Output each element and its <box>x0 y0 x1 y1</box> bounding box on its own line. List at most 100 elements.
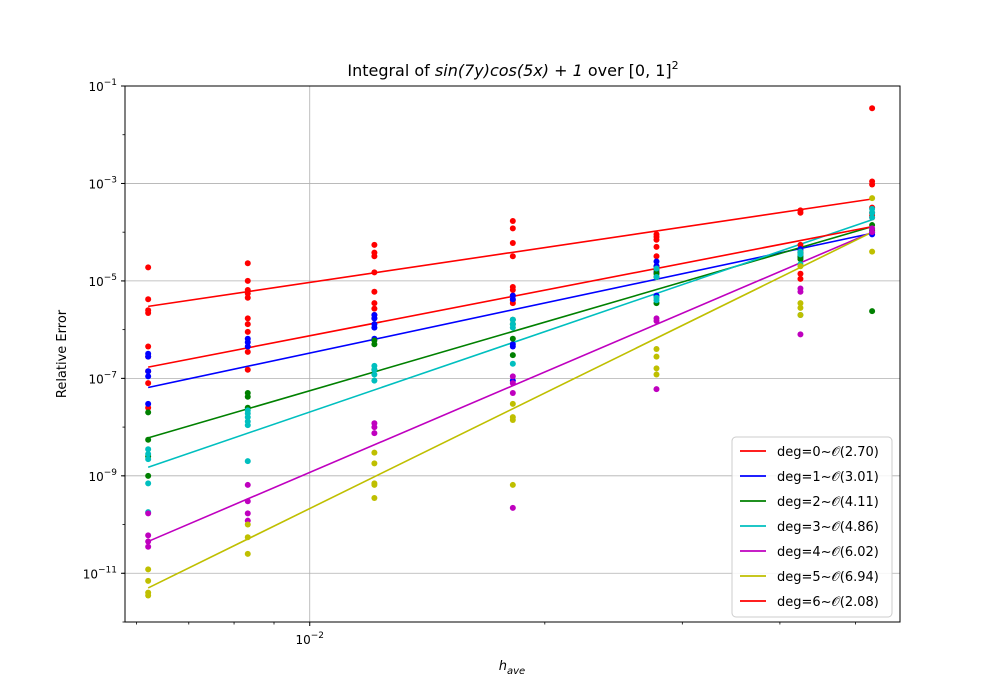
data-point <box>653 265 660 272</box>
data-point <box>653 253 660 260</box>
data-point <box>371 241 378 248</box>
data-point <box>509 225 516 232</box>
data-point <box>244 328 251 335</box>
legend-label: deg=2~𝒪(4.11) <box>777 495 879 510</box>
data-point <box>145 480 152 487</box>
y-tick-label: 10−5 <box>88 273 117 289</box>
data-point <box>869 181 876 188</box>
data-point <box>244 534 251 541</box>
fit-line-deg-2 <box>147 225 873 439</box>
data-point <box>145 543 152 550</box>
data-point <box>797 241 804 248</box>
data-point <box>145 451 152 458</box>
data-point <box>145 566 152 573</box>
data-point <box>371 460 378 467</box>
data-point <box>145 400 152 407</box>
data-point <box>509 352 516 359</box>
data-point <box>653 274 660 281</box>
data-point <box>869 229 876 236</box>
data-point <box>653 318 660 325</box>
data-point <box>371 315 378 322</box>
x-tick-label: 10−2 <box>295 631 324 647</box>
data-point <box>869 105 876 112</box>
data-point <box>371 269 378 276</box>
legend: deg=0~𝒪(2.70) deg=1~𝒪(3.01) deg=2~𝒪(4.11) d… <box>731 436 893 618</box>
data-point <box>244 294 251 301</box>
legend-label: deg=5~𝒪(6.94) <box>777 570 879 585</box>
data-point <box>509 380 516 387</box>
data-point <box>797 288 804 295</box>
data-point <box>653 243 660 250</box>
data-point <box>145 456 152 463</box>
y-tick-label: 10−7 <box>88 370 117 386</box>
data-point <box>244 260 251 267</box>
data-point <box>509 360 516 367</box>
data-point <box>797 311 804 318</box>
data-point <box>371 324 378 331</box>
data-point <box>145 436 152 443</box>
fit-line-deg-4 <box>147 231 873 543</box>
data-point <box>509 287 516 294</box>
data-point <box>653 371 660 378</box>
data-point <box>371 300 378 307</box>
data-point <box>509 239 516 246</box>
legend-label: deg=0~𝒪(2.70) <box>777 445 879 460</box>
data-point <box>797 304 804 311</box>
data-point <box>244 348 251 355</box>
data-point <box>653 365 660 372</box>
legend-label: deg=4~𝒪(6.02) <box>777 545 879 560</box>
data-point <box>509 217 516 224</box>
data-point <box>797 209 804 216</box>
data-point <box>244 510 251 517</box>
data-point <box>509 335 516 342</box>
data-point <box>653 297 660 304</box>
y-tick-label: 10−3 <box>88 175 117 191</box>
data-point <box>244 498 251 505</box>
data-point <box>371 481 378 488</box>
data-point <box>145 373 152 380</box>
legend-label: deg=6~𝒪(2.08) <box>777 595 879 610</box>
data-point <box>509 253 516 260</box>
data-point <box>244 414 251 421</box>
legend-label: deg=3~𝒪(4.86) <box>777 520 879 535</box>
data-point <box>244 290 251 297</box>
data-point <box>145 409 152 416</box>
data-point <box>371 341 378 348</box>
data-point <box>797 270 804 277</box>
data-point <box>797 256 804 263</box>
data-point <box>509 390 516 397</box>
fit-line-deg-5 <box>147 231 873 589</box>
data-point <box>869 209 876 216</box>
data-point <box>797 275 804 282</box>
data-point <box>371 366 378 373</box>
data-point <box>244 550 251 557</box>
data-point <box>145 343 152 350</box>
data-point <box>371 371 378 378</box>
data-point <box>145 577 152 584</box>
fit-line-deg-1 <box>147 232 873 389</box>
data-point <box>509 316 516 323</box>
axis-ticks: 10−1 10−3 10−5 10−7 10−9 10−11 10−2 <box>83 78 856 647</box>
data-point <box>244 315 251 322</box>
data-point <box>371 253 378 260</box>
data-point <box>371 424 378 431</box>
data-point <box>145 592 152 599</box>
data-point <box>244 339 251 346</box>
data-point <box>145 353 152 360</box>
data-point <box>653 236 660 243</box>
data-point <box>371 495 378 502</box>
x-axis-label: have <box>499 659 525 677</box>
data-point <box>145 296 152 303</box>
data-point <box>244 422 251 429</box>
y-tick-label: 10−11 <box>83 565 117 581</box>
data-point <box>509 416 516 423</box>
data-point <box>145 368 152 375</box>
data-point <box>509 481 516 488</box>
y-tick-label: 10−9 <box>88 468 117 484</box>
data-point <box>145 472 152 479</box>
data-point <box>869 248 876 255</box>
data-point <box>145 532 152 539</box>
data-point <box>797 300 804 307</box>
data-point <box>244 393 251 400</box>
data-point <box>145 510 152 517</box>
